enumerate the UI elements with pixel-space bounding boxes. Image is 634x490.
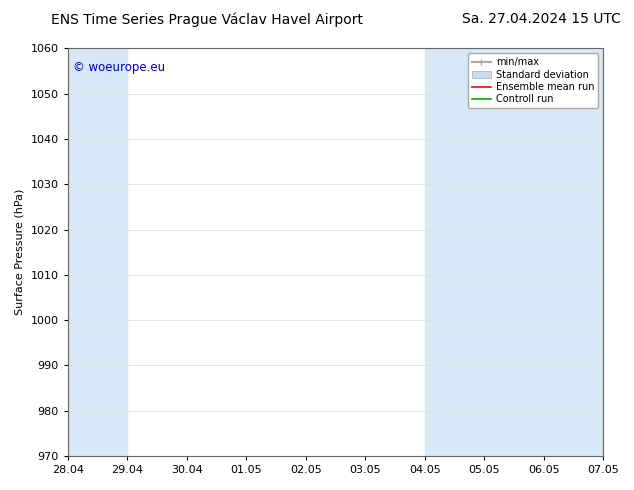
Bar [425, 49, 484, 456]
Text: © woeurope.eu: © woeurope.eu [73, 61, 165, 74]
Legend: min/max, Standard deviation, Ensemble mean run, Controll run: min/max, Standard deviation, Ensemble me… [468, 53, 598, 108]
Y-axis label: Surface Pressure (hPa): Surface Pressure (hPa) [15, 189, 25, 316]
Bar [484, 49, 543, 456]
Bar [543, 49, 603, 456]
Text: Sa. 27.04.2024 15 UTC: Sa. 27.04.2024 15 UTC [462, 12, 621, 26]
Text: ENS Time Series Prague Václav Havel Airport: ENS Time Series Prague Václav Havel Airp… [51, 12, 363, 27]
Bar [68, 49, 127, 456]
